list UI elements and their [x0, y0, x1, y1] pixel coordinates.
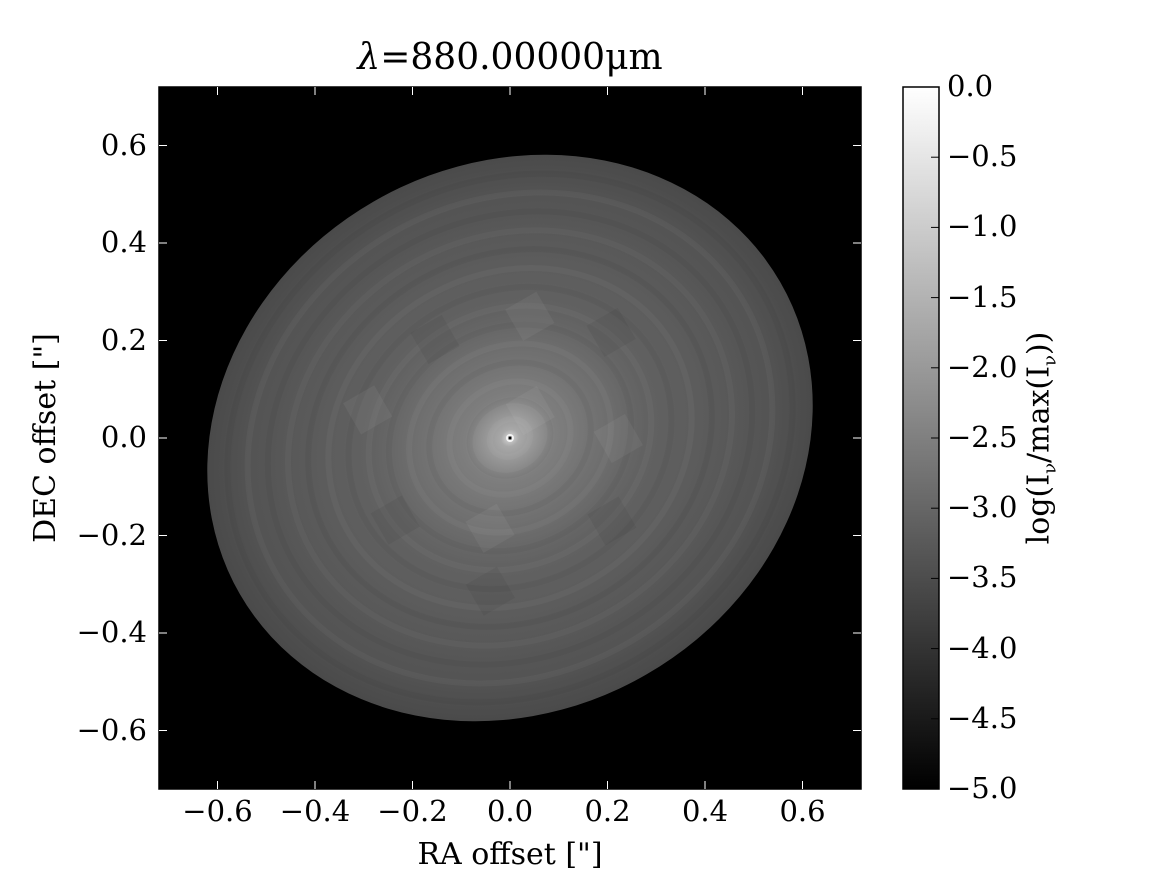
x-tick-label: 0.2: [584, 794, 631, 828]
colorbar-tick-label: −3.5: [947, 560, 1018, 595]
colorbar-tick-label: −3.0: [947, 490, 1018, 525]
chart-title: λ=880.00000μm: [159, 38, 861, 78]
x-tick-label: 0.6: [779, 794, 826, 828]
x-tick-label: −0.2: [377, 794, 448, 828]
y-tick-label: −0.6: [76, 712, 147, 747]
colorbar-label: log(Iν/max(Iν)): [1021, 331, 1061, 545]
x-tick-label: −0.4: [279, 794, 351, 828]
y-tick-label: 0.6: [100, 127, 147, 162]
colorbar-tick-label: −1.5: [947, 279, 1018, 314]
y-tick-label: 0.4: [100, 225, 147, 259]
x-axis-label: RA offset ["]: [417, 837, 603, 872]
colorbar-tick-label: −4.0: [947, 630, 1018, 665]
central-pixel: [508, 436, 512, 440]
colorbar-tick-label: −1.0: [947, 209, 1018, 244]
disk-patch: [505, 291, 555, 341]
disk-patch: [465, 566, 515, 616]
y-tick-label: −0.2: [76, 517, 147, 552]
disk-patch: [370, 495, 420, 545]
y-tick-label: −0.4: [76, 615, 147, 649]
title-unit: μm: [605, 37, 663, 78]
disk-patch: [465, 503, 515, 553]
disk-patch: [343, 385, 393, 435]
colorbar-tick-label: −0.5: [947, 139, 1018, 174]
colorbar-tick-label: −5.0: [947, 771, 1018, 805]
disk-patch: [593, 413, 643, 464]
y-axis-label: DEC offset ["]: [28, 333, 63, 543]
disk-patch: [410, 314, 460, 364]
x-tick-label: 0.4: [681, 794, 729, 828]
x-tick-label: 0.0: [486, 794, 534, 828]
colorbar-tick-label: −2.0: [947, 349, 1018, 384]
y-tick-label: 0.0: [100, 420, 147, 454]
title-value: =880.00000: [380, 37, 606, 78]
disk-patch: [505, 385, 555, 436]
disk-patch: [587, 496, 637, 546]
x-tick-label: −0.6: [182, 794, 253, 828]
disk-patch: [586, 307, 636, 357]
title-lambda: λ: [357, 37, 381, 78]
colorbar-tick-label: −2.5: [947, 420, 1018, 454]
colorbar-tick-label: −4.5: [947, 700, 1018, 735]
colorbar-tick-label: 0.0: [947, 69, 994, 103]
y-tick-label: 0.2: [100, 322, 147, 357]
